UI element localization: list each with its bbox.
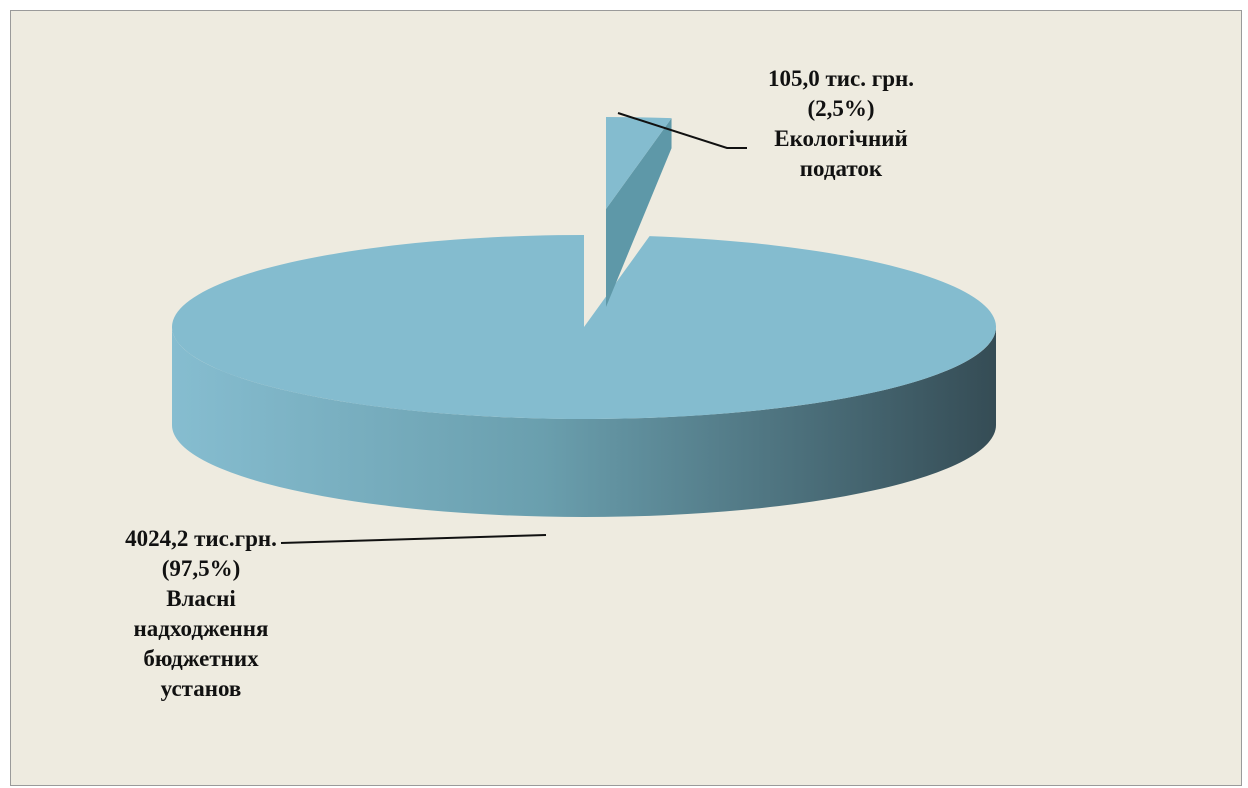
leader-line-ecological-tax xyxy=(617,112,747,149)
chart-area: 105,0 тис. грн. (2,5%) Екологічний подат… xyxy=(10,10,1242,786)
label-name-line1: Екологічний xyxy=(774,126,908,151)
slice-top-own-revenues xyxy=(172,235,996,419)
slice-label-own-revenues: 4024,2 тис.грн. (97,5%) Власні надходжен… xyxy=(91,524,311,704)
label-percent: (97,5%) xyxy=(161,556,241,581)
label-name-line2: надходження xyxy=(133,616,269,641)
label-name-line4: установ xyxy=(160,676,242,701)
slice-label-ecological-tax: 105,0 тис. грн. (2,5%) Екологічний подат… xyxy=(741,64,941,184)
slice-top-ecological-tax xyxy=(606,117,672,209)
label-percent: (2,5%) xyxy=(807,96,875,121)
pie-chart xyxy=(172,112,996,544)
leader-line-own-revenues xyxy=(280,534,547,544)
label-name-line2: податок xyxy=(799,156,883,181)
label-value: 4024,2 тис.грн. xyxy=(125,526,277,551)
slice-side-own-revenues xyxy=(172,327,996,517)
slice-side-ecological-tax xyxy=(606,118,672,308)
label-value: 105,0 тис. грн. xyxy=(768,66,914,91)
label-name-line3: бюджетних xyxy=(143,646,259,671)
label-name-line1: Власні xyxy=(166,586,236,611)
